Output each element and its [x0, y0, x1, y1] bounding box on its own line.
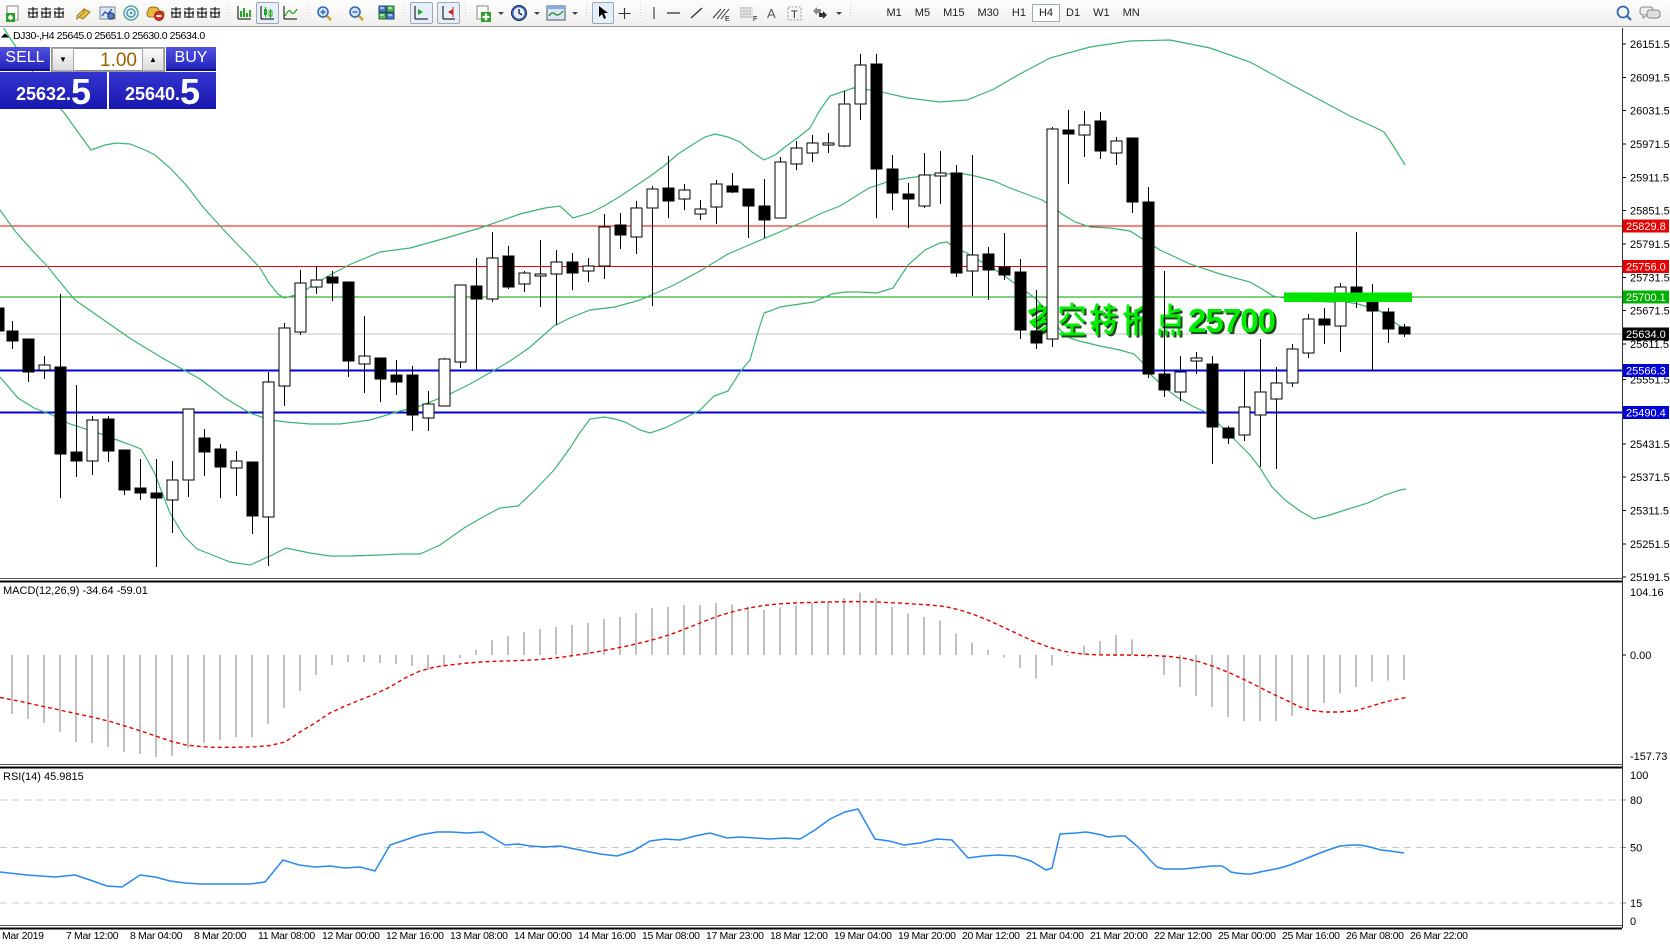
svg-text:14 Mar 16:00: 14 Mar 16:00	[578, 930, 636, 942]
svg-text:26031.5: 26031.5	[1630, 106, 1670, 118]
svg-text:E: E	[725, 16, 730, 22]
svg-text:100: 100	[1630, 770, 1648, 782]
svg-text:19 Mar 20:00: 19 Mar 20:00	[898, 930, 956, 942]
svg-text:26151.5: 26151.5	[1630, 39, 1670, 51]
svg-text:A: A	[767, 6, 776, 21]
svg-text:8 Mar 20:00: 8 Mar 20:00	[194, 930, 247, 942]
svg-text:25311.5: 25311.5	[1630, 506, 1669, 518]
svg-text:20 Mar 12:00: 20 Mar 12:00	[962, 930, 1020, 942]
svg-text:22 Mar 12:00: 22 Mar 12:00	[1154, 930, 1212, 942]
svg-text:17 Mar 23:00: 17 Mar 23:00	[706, 930, 764, 942]
svg-text:25551.5: 25551.5	[1630, 375, 1670, 387]
svg-text:26 Mar 08:00: 26 Mar 08:00	[1346, 930, 1404, 942]
svg-text:7 Mar 12:00: 7 Mar 12:00	[66, 930, 119, 942]
svg-text:25490.4: 25490.4	[1626, 408, 1666, 420]
svg-text:25700: 25700	[1188, 302, 1276, 339]
svg-text:8 Mar 04:00: 8 Mar 04:00	[130, 930, 183, 942]
svg-text:25971.5: 25971.5	[1630, 139, 1670, 151]
svg-text:25700: 25700	[1190, 304, 1278, 341]
svg-text:25431.5: 25431.5	[1630, 439, 1670, 451]
svg-text:14 Mar 00:00: 14 Mar 00:00	[514, 930, 572, 942]
svg-text:13 Mar 08:00: 13 Mar 08:00	[450, 930, 508, 942]
svg-text:25791.5: 25791.5	[1630, 239, 1670, 251]
svg-text:25851.5: 25851.5	[1630, 206, 1670, 218]
svg-text:-157.73: -157.73	[1630, 751, 1667, 763]
svg-text:25731.5: 25731.5	[1630, 272, 1670, 284]
svg-text:Mar 2019: Mar 2019	[2, 930, 44, 942]
svg-text:80: 80	[1630, 795, 1642, 807]
svg-text:F: F	[753, 16, 757, 22]
svg-text:25756.0: 25756.0	[1626, 262, 1666, 274]
svg-text:15 Mar 08:00: 15 Mar 08:00	[642, 930, 700, 942]
svg-text:25700.1: 25700.1	[1626, 292, 1666, 304]
svg-text:11 Mar 08:00: 11 Mar 08:00	[258, 930, 315, 942]
svg-text:18 Mar 12:00: 18 Mar 12:00	[770, 930, 828, 942]
svg-text:25251.5: 25251.5	[1630, 539, 1670, 551]
svg-text:26 Mar 22:00: 26 Mar 22:00	[1410, 930, 1468, 942]
svg-text:25371.5: 25371.5	[1630, 472, 1670, 484]
svg-text:25 Mar 00:00: 25 Mar 00:00	[1218, 930, 1276, 942]
svg-text:0: 0	[1630, 916, 1636, 928]
svg-text:21 Mar 20:00: 21 Mar 20:00	[1090, 930, 1148, 942]
svg-text:DJ30-,H4 25645.0 25651.0 2563: DJ30-,H4 25645.0 25651.0 25630.0 25634.0	[13, 30, 205, 42]
svg-text:RSI(14) 45.9815: RSI(14) 45.9815	[3, 771, 84, 783]
svg-text:19 Mar 04:00: 19 Mar 04:00	[834, 930, 892, 942]
svg-text:25191.5: 25191.5	[1630, 572, 1670, 584]
svg-text:T: T	[791, 9, 798, 21]
svg-text:12 Mar 00:00: 12 Mar 00:00	[322, 930, 380, 942]
svg-text:25634.0: 25634.0	[1626, 329, 1666, 341]
svg-text:25566.3: 25566.3	[1626, 366, 1666, 378]
svg-text:25911.5: 25911.5	[1630, 172, 1669, 184]
svg-text:0.00: 0.00	[1630, 650, 1651, 662]
svg-text:25671.5: 25671.5	[1630, 306, 1670, 318]
svg-text:MACD(12,26,9) -34.64 -59.01: MACD(12,26,9) -34.64 -59.01	[3, 585, 148, 597]
svg-text:21 Mar 04:00: 21 Mar 04:00	[1026, 930, 1084, 942]
svg-text:104.16: 104.16	[1630, 587, 1664, 599]
svg-text:12 Mar 16:00: 12 Mar 16:00	[386, 930, 444, 942]
svg-text:15: 15	[1630, 898, 1642, 910]
svg-text:25611.5: 25611.5	[1630, 339, 1669, 351]
svg-text:50: 50	[1630, 843, 1642, 855]
svg-text:26091.5: 26091.5	[1630, 72, 1670, 84]
svg-text:25829.8: 25829.8	[1626, 221, 1666, 233]
svg-text:25 Mar 16:00: 25 Mar 16:00	[1282, 930, 1340, 942]
